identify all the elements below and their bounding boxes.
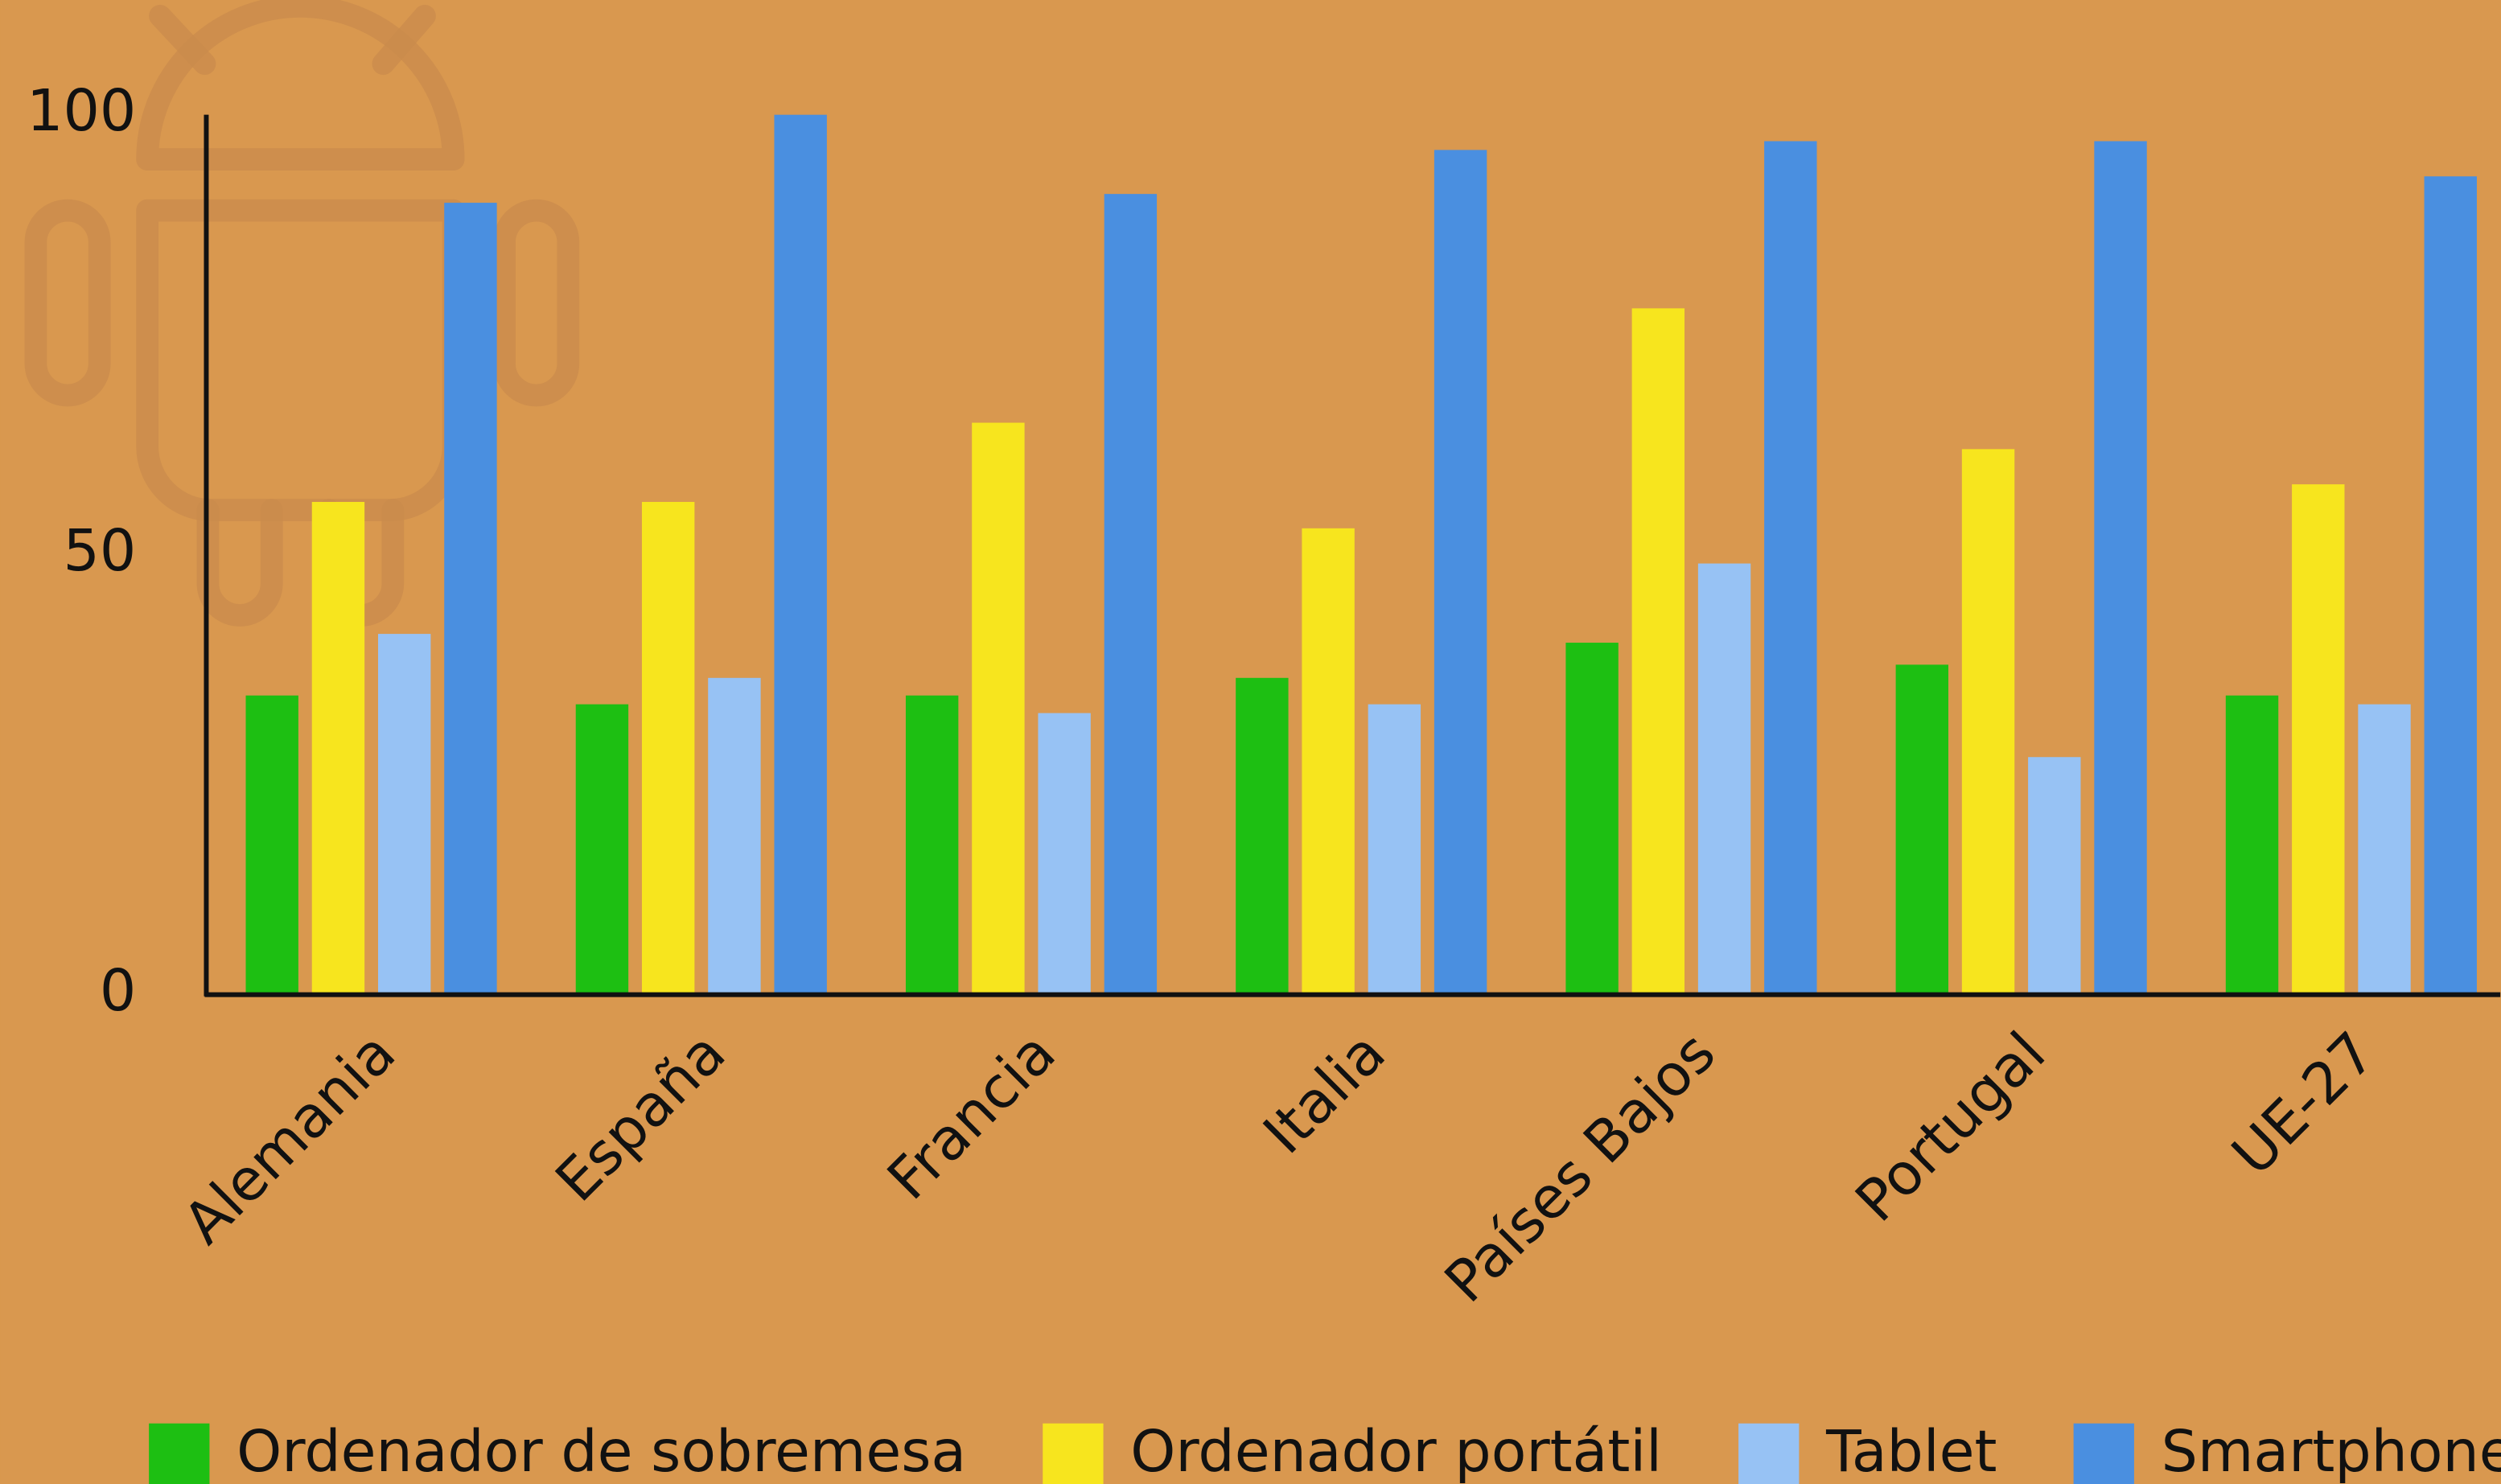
watermark-arm (24, 199, 111, 407)
bar (2028, 757, 2081, 995)
legend-label: Ordenador de sobremesa (237, 1418, 966, 1484)
bar (1697, 563, 1751, 995)
legend-swatch (1043, 1423, 1104, 1484)
bar (1631, 308, 1685, 995)
legend-swatch (149, 1423, 210, 1484)
bar (245, 695, 298, 995)
bar (2358, 704, 2411, 995)
bar (641, 502, 695, 995)
bar (1302, 528, 1355, 995)
bar (2094, 141, 2147, 995)
legend-label: Smartphone (2162, 1418, 2501, 1484)
y-tick-label: 0 (100, 957, 136, 1024)
bar (2424, 176, 2477, 995)
bar (1236, 677, 1289, 995)
legend-swatch (2073, 1423, 2134, 1484)
bar (905, 695, 959, 995)
bar (1368, 704, 1421, 995)
bar (972, 422, 1025, 995)
bar (575, 704, 629, 995)
legend-label: Tablet (1825, 1418, 1997, 1484)
y-tick-label: 100 (27, 77, 136, 144)
watermark-leg (196, 499, 283, 627)
y-tick-label: 50 (63, 517, 136, 584)
bar (1961, 449, 2015, 995)
bar (774, 114, 827, 995)
watermark-head (136, 0, 465, 171)
bar (2292, 484, 2345, 995)
bar (311, 502, 365, 995)
watermark-arm (493, 199, 580, 407)
bar (2225, 695, 2279, 995)
bar (1038, 713, 1091, 995)
bar (708, 677, 761, 995)
bar (1895, 664, 1949, 995)
bar (444, 203, 497, 995)
bar (1104, 194, 1158, 995)
bar (1565, 643, 1619, 995)
watermark-antenna (372, 4, 436, 76)
watermark-antenna (149, 4, 216, 76)
bar (377, 634, 431, 995)
bar (1434, 150, 1487, 995)
legend-label: Ordenador portátil (1130, 1418, 1662, 1484)
legend-swatch (1738, 1423, 1800, 1484)
bar (1764, 141, 1817, 995)
